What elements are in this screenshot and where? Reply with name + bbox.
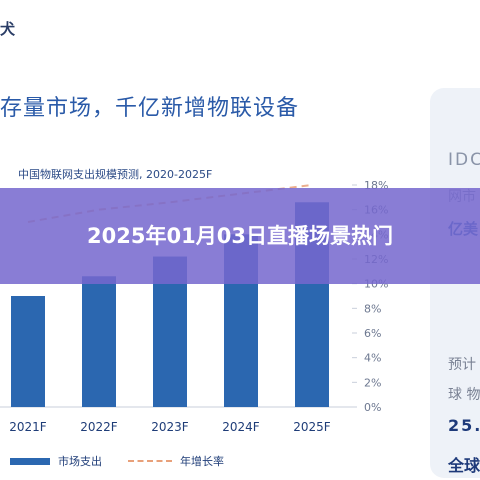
side-card-line: IDC [448, 150, 480, 170]
y-tick-label: 0% [364, 401, 381, 414]
header-logo-text: 犬 [0, 20, 16, 38]
legend-label-growth: 年增长率 [180, 455, 224, 468]
legend-line-swatch [128, 460, 172, 462]
banner-title: 2025年01月03日直播场景热门 [87, 223, 393, 248]
side-card-line: 预计 [448, 357, 476, 373]
y-tick-label: 6% [364, 327, 381, 340]
x-tick-label: 2023F [151, 420, 189, 434]
bar-2022F [82, 276, 116, 407]
x-tick-label: 2024F [222, 420, 260, 434]
chart-title: 中国物联网支出规模预测, 2020-2025F [18, 168, 213, 181]
x-tick-label: 2021F [9, 420, 47, 434]
x-tick-label: 2025F [293, 420, 331, 434]
headline-banner[interactable]: 2025年01月03日直播场景热门 [0, 188, 480, 284]
y-tick-label: 8% [364, 302, 381, 315]
chart-legend: 市场支出 年增长率 [10, 453, 224, 469]
y-tick-label: 4% [364, 352, 381, 365]
side-card-line: 25. [448, 416, 480, 435]
y-tick-label: 2% [364, 376, 381, 389]
legend-label-spending: 市场支出 [58, 455, 102, 468]
bar-2021F [11, 296, 45, 407]
legend-bar-swatch [10, 457, 50, 465]
x-tick-label: 2022F [80, 420, 118, 434]
side-card-line: 球 物 [448, 387, 480, 403]
side-card-line: 全球 [448, 456, 480, 475]
page-headline: 存量市场，千亿新增物联设备 [0, 96, 300, 121]
